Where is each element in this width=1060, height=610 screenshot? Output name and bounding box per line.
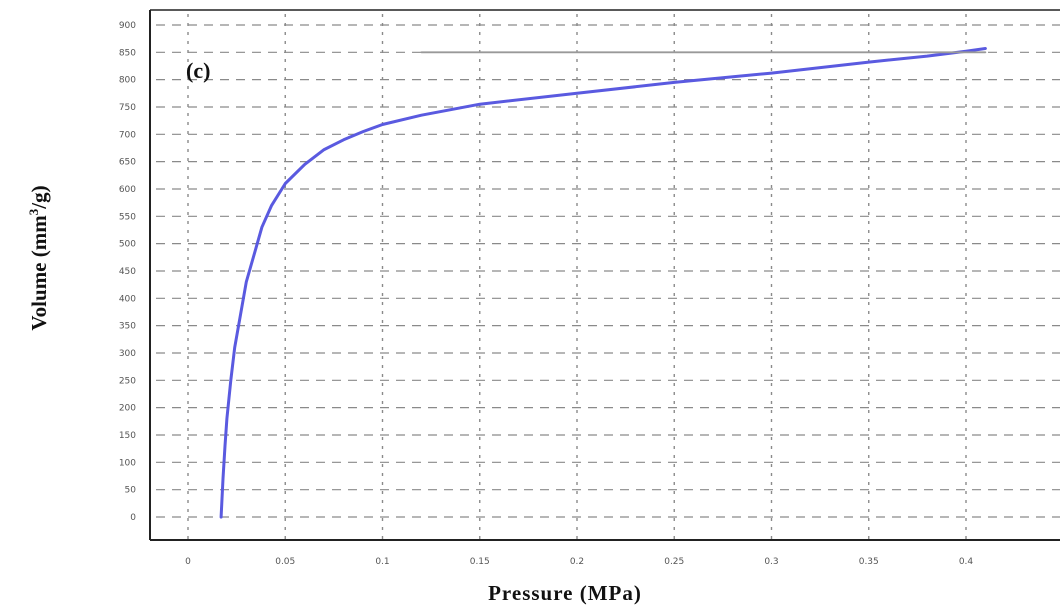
y-tick-label: 500 <box>119 240 136 250</box>
y-tick-label: 50 <box>125 486 137 496</box>
y-axis-label-sup: 3 <box>26 208 41 215</box>
series <box>219 47 987 519</box>
y-tick-label: 350 <box>119 322 136 332</box>
x-tick-label: 0.4 <box>959 557 974 567</box>
x-axis-label: Pressure (MPa) <box>488 581 642 605</box>
grid <box>156 14 1060 540</box>
series-line-volume <box>219 47 987 519</box>
y-tick-label: 900 <box>119 21 136 31</box>
y-tick-label: 250 <box>119 376 136 386</box>
y-tick-label: 600 <box>119 185 136 195</box>
x-tick-label: 0.3 <box>764 557 778 567</box>
y-tick-label: 100 <box>119 458 136 468</box>
x-tick-label: 0.2 <box>570 557 584 567</box>
x-tick-label: 0.35 <box>859 557 879 567</box>
y-tick-label: 850 <box>119 48 136 58</box>
y-tick-label: 300 <box>119 349 136 359</box>
y-tick-label: 0 <box>130 513 136 523</box>
y-tick-label: 550 <box>119 212 136 222</box>
y-axis-label-tail: /g) <box>27 185 51 209</box>
y-tick-label: 150 <box>119 431 136 441</box>
y-axis-label: Volume (mm3/g) <box>26 185 51 330</box>
y-tick-label: 700 <box>119 130 136 140</box>
y-axis-label-main: Volume (mm <box>27 215 51 331</box>
x-tick-label: 0.1 <box>375 557 389 567</box>
y-tick-label: 200 <box>119 404 136 414</box>
y-tick-label: 650 <box>119 158 136 168</box>
y-tick-label: 400 <box>119 294 136 304</box>
x-tick-label: 0.25 <box>664 557 684 567</box>
y-tick-label: 450 <box>119 267 136 277</box>
y-tick-label: 800 <box>119 76 136 86</box>
tick-labels: 0 50 100 150 200 250 300 350 400 450 500 550 600 650 7… <box>119 21 974 567</box>
panel-label: (c) <box>186 58 210 83</box>
x-tick-label: 0.05 <box>275 557 295 567</box>
y-tick-label: 750 <box>119 103 136 113</box>
x-tick-label: 0 <box>185 557 191 567</box>
x-tick-label: 0.15 <box>470 557 490 567</box>
axes <box>149 9 1060 541</box>
